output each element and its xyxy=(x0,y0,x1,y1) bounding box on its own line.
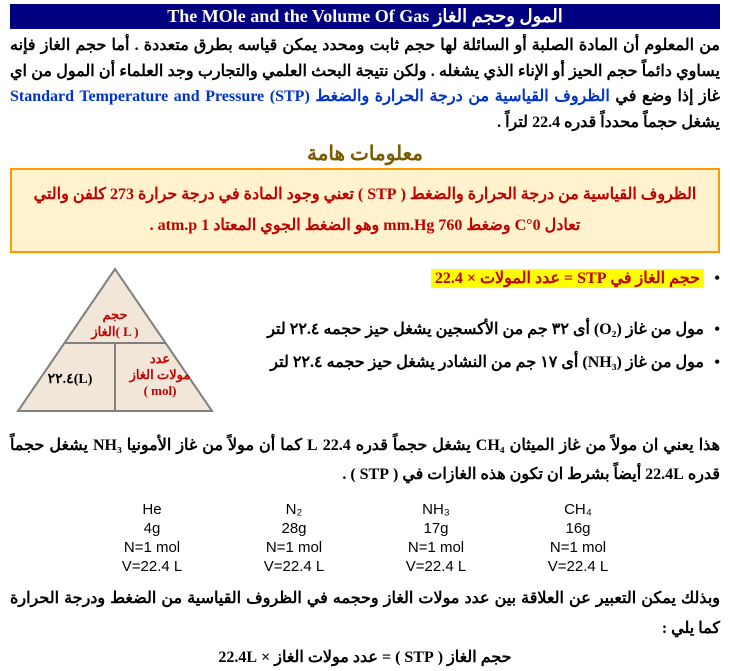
intro-text-c: يشغل حجماً محدداً قدره xyxy=(560,114,720,131)
cell: N=1 mol xyxy=(365,538,507,557)
intro-value: 22.4 xyxy=(532,114,560,131)
info-box: الظروف القياسية من درجة الحرارة والضغط (… xyxy=(10,168,720,253)
cell: N=1 mol xyxy=(507,538,649,557)
th-n2: N₂ xyxy=(223,500,365,519)
table-row: V=22.4 L V=22.4 L V=22.4 L V=22.4 L xyxy=(81,557,649,576)
tri-br-2: مولات الغاز xyxy=(129,367,191,383)
final-formula: حجم الغاز ( STP ) = عدد مولات الغاز × 22… xyxy=(10,647,720,667)
cell: V=22.4 L xyxy=(223,557,365,576)
example-paragraph: هذا يعني ان مولاً من غاز الميثان CH₄ يشغ… xyxy=(10,432,720,490)
cell: 4g xyxy=(81,519,223,538)
formula-highlight-item: حجم الغاز في STP = عدد المولات × 22.4 xyxy=(228,265,720,294)
cell: N=1 mol xyxy=(81,538,223,557)
tri-br-3: ( mol) xyxy=(144,383,177,398)
info-header: معلومات هامة xyxy=(10,141,720,166)
th-nh3: NH₃ xyxy=(365,500,507,519)
tri-top-1: حجم xyxy=(102,307,127,323)
intro-paragraph: من المعلوم أن المادة الصلبة أو السائلة ل… xyxy=(10,33,720,135)
intro-stp-term: الظروف القياسية من درجة الحرارة والضغط (… xyxy=(10,88,610,105)
cell: V=22.4 L xyxy=(81,557,223,576)
tri-br-1: عدد xyxy=(150,351,170,366)
page-title: المول وحجم الغاز The MOle and the Volume… xyxy=(10,4,720,29)
cell: 28g xyxy=(223,519,365,538)
conclusion-paragraph: وبذلك يمكن التعبير عن العلاقة بين عدد مو… xyxy=(10,584,720,645)
cell: V=22.4 L xyxy=(365,557,507,576)
intro-text-e: لتراً . xyxy=(497,114,532,131)
triangle-diagram: حجم الغاز( L ) ٢٢.٤(L) عدد مولات الغاز (… xyxy=(10,261,220,426)
cell: V=22.4 L xyxy=(507,557,649,576)
cell: 17g xyxy=(365,519,507,538)
gas-table: He N₂ NH₃ CH₄ 4g 28g 17g 16g N=1 mol N=1… xyxy=(81,500,649,576)
bullet-nh3: مول من غاز (NH₃) أى ١٧ جم من النشادر يشغ… xyxy=(228,349,720,378)
content-row: حجم الغاز في STP = عدد المولات × 22.4 مو… xyxy=(10,261,720,426)
bullet-o2: مول من غاز (O₂) أى ٣٢ جم من الأكسجين يشغ… xyxy=(228,316,720,345)
tri-bottom-left: ٢٢.٤(L) xyxy=(48,372,93,387)
cell: N=1 mol xyxy=(223,538,365,557)
formula-highlight: حجم الغاز في STP = عدد المولات × 22.4 xyxy=(431,269,704,288)
bullet-area: حجم الغاز في STP = عدد المولات × 22.4 مو… xyxy=(228,261,720,381)
table-row: He N₂ NH₃ CH₄ xyxy=(81,500,649,519)
cell: 16g xyxy=(507,519,649,538)
table-row: N=1 mol N=1 mol N=1 mol N=1 mol xyxy=(81,538,649,557)
th-he: He xyxy=(81,500,223,519)
th-ch4: CH₄ xyxy=(507,500,649,519)
tri-top-2: الغاز( L ) xyxy=(90,324,138,340)
table-row: 4g 28g 17g 16g xyxy=(81,519,649,538)
